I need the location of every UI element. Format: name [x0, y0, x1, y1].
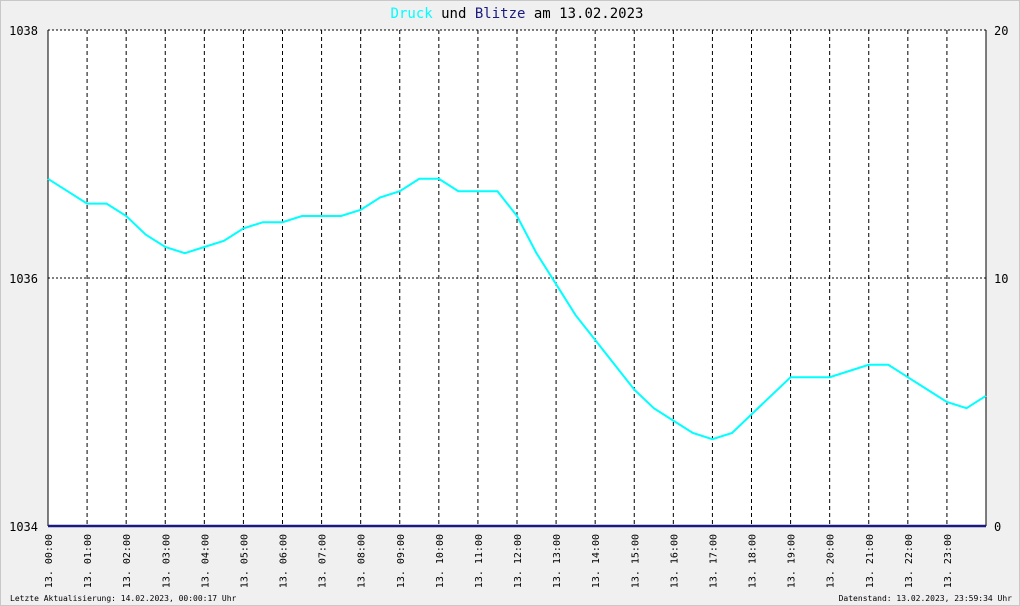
x-tick-label: 13. 06:00: [279, 534, 290, 588]
y-axis-right: 0 10 20: [994, 24, 1008, 534]
x-axis: 13. 00:00 13. 01:00 13. 02:00 13. 03:00 13. …: [44, 534, 954, 588]
title-blitze: Blitze: [475, 6, 526, 22]
x-tick-label: 13. 23:00: [943, 534, 954, 588]
y-left-tick-label: 1036: [9, 272, 38, 286]
footer-last-update: Letzte Aktualisierung: 14.02.2023, 00:00…: [10, 594, 237, 603]
x-tick-label: 13. 16:00: [669, 534, 680, 588]
x-tick-label: 13. 04:00: [200, 534, 211, 588]
x-tick-label: 13. 15:00: [630, 534, 641, 588]
x-tick-label: 13. 22:00: [904, 534, 915, 588]
x-tick-label: 13. 07:00: [318, 534, 329, 588]
title-date: am 13.02.2023: [525, 6, 643, 22]
x-tick-label: 13. 18:00: [748, 534, 759, 588]
footer-data-status: Datenstand: 13.02.2023, 23:59:34 Uhr: [839, 594, 1013, 603]
x-tick-label: 13. 12:00: [513, 534, 524, 588]
series-druck-line: [47, 177, 987, 441]
x-tick-label: 13. 19:00: [787, 534, 798, 588]
y-right-tick-label: 20: [994, 24, 1008, 38]
x-tick-label: 13. 09:00: [396, 534, 407, 588]
x-tick-label: 13. 20:00: [826, 534, 837, 588]
title-und: und: [433, 6, 475, 22]
x-tick-label: 13. 14:00: [591, 534, 602, 588]
y-axis-left: 1034 1036 1038: [9, 24, 38, 534]
x-tick-label: 13. 00:00: [44, 534, 55, 588]
grid-lines: [47, 29, 987, 526]
y-right-tick-label: 0: [994, 520, 1001, 534]
y-left-tick-label: 1038: [9, 24, 38, 38]
y-left-tick-label: 1034: [9, 520, 38, 534]
x-tick-label: 13. 10:00: [435, 534, 446, 588]
x-tick-label: 13. 17:00: [708, 534, 719, 588]
y-right-tick-label: 10: [994, 272, 1008, 286]
x-tick-label: 13. 11:00: [474, 534, 485, 588]
title-druck: Druck: [391, 6, 434, 22]
x-tick-label: 13. 13:00: [552, 534, 563, 588]
x-tick-label: 13. 21:00: [865, 534, 876, 588]
x-tick-label: 13. 02:00: [122, 534, 133, 588]
chart-title: Druck und Blitze am 13.02.2023: [391, 6, 644, 22]
x-tick-label: 13. 03:00: [161, 534, 172, 588]
x-tick-label: 13. 01:00: [83, 534, 94, 588]
x-tick-label: 13. 05:00: [239, 534, 250, 588]
x-tick-label: 13. 08:00: [357, 534, 368, 588]
